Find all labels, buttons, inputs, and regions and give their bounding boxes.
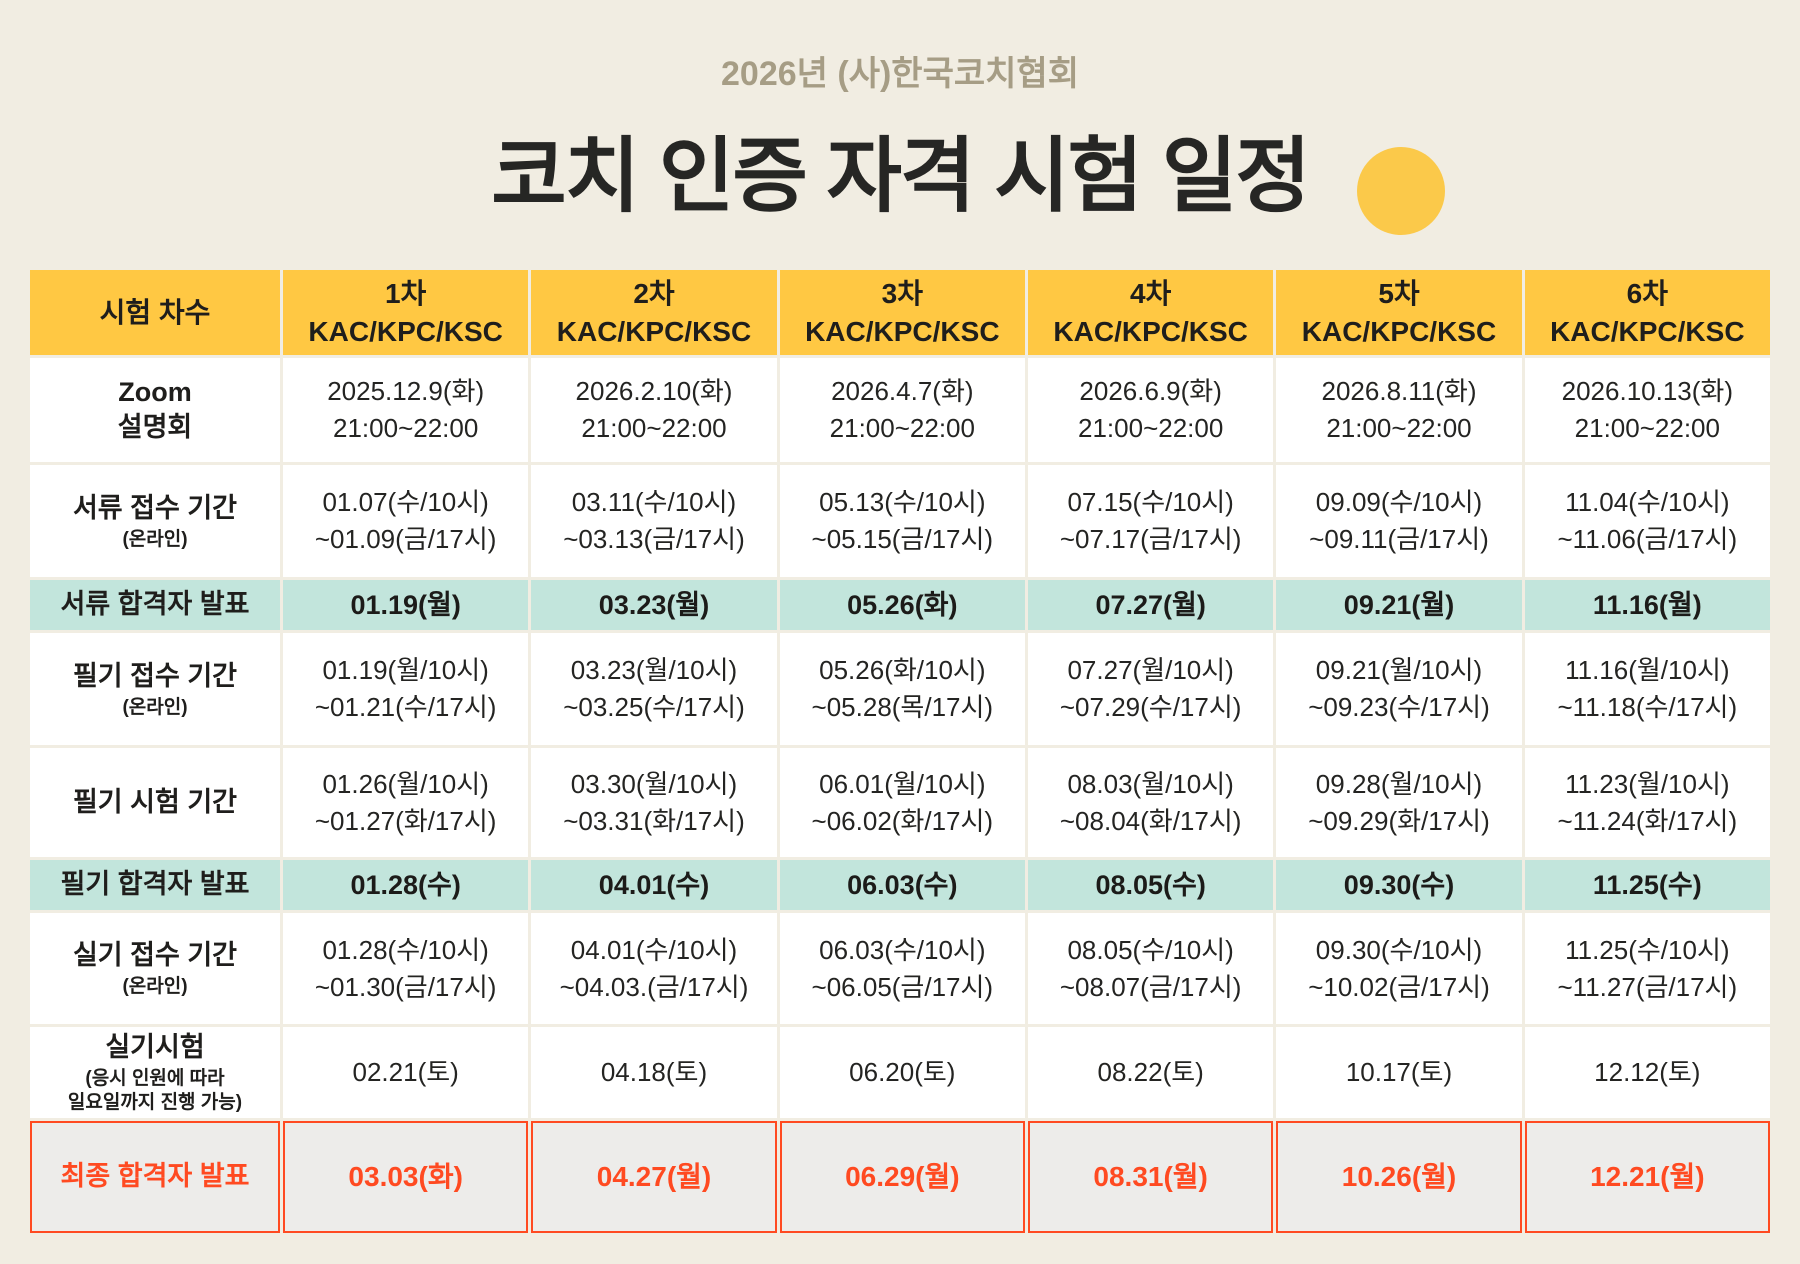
corner-header: 시험 차수: [30, 270, 280, 355]
row-label: 실기시험 (응시 인원에 따라 일요일까지 진행 가능): [30, 1027, 280, 1118]
row-label-subtext: (응시 인원에 따라 일요일까지 진행 가능): [67, 1068, 243, 1114]
schedule-cell-r1-c6: 2026.10.13(화) 21:00~22:00: [1524, 358, 1770, 462]
schedule-cell-r3-c5: 09.21(월): [1276, 580, 1522, 630]
subtitle: 2026년 (사)한국코치협회: [721, 55, 1079, 93]
schedule-cell-r2-c6: 11.04(수/10시) ~11.06(금/17시): [1524, 465, 1770, 577]
schedule-cell-r9-c6: 12.21(월): [1524, 1121, 1770, 1233]
schedule-cell-r3-c2: 03.23(월): [531, 580, 777, 630]
schedule-cell-r7-c2: 04.01(수/10시) ~04.03.(금/17시): [531, 913, 777, 1024]
schedule-cell-r5-c6: 11.23(월/10시) ~11.24(화/17시): [1524, 748, 1770, 857]
schedule-cell-r4-c5: 09.21(월/10시) ~09.23(수/17시): [1276, 633, 1522, 745]
schedule-cell-r8-c5: 10.17(토): [1276, 1027, 1522, 1118]
row-label: 필기 합격자 발표: [30, 860, 280, 910]
row-label-text: 서류 합격자 발표: [60, 589, 250, 620]
schedule-cell-r6-c5: 09.30(수): [1276, 860, 1522, 910]
schedule-cell-r2-c3: 05.13(수/10시) ~05.15(금/17시): [779, 465, 1025, 577]
schedule-cell-r2-c4: 07.15(수/10시) ~07.17(금/17시): [1027, 465, 1274, 577]
schedule-cell-r9-c2: 04.27(월): [531, 1121, 777, 1233]
schedule-cell-r5-c2: 03.30(월/10시) ~03.31(화/17시): [531, 748, 777, 857]
schedule-cell-r6-c2: 04.01(수): [531, 860, 777, 910]
schedule-cell-r9-c1: 03.03(화): [283, 1121, 529, 1233]
schedule-cell-r7-c3: 06.03(수/10시) ~06.05(금/17시): [779, 913, 1025, 1024]
schedule-cell-r2-c1: 01.07(수/10시) ~01.09(금/17시): [283, 465, 529, 577]
row-label: 최종 합격자 발표: [30, 1121, 280, 1233]
column-header-round-3: 3차 KAC/KPC/KSC: [779, 270, 1025, 355]
schedule-cell-r1-c3: 2026.4.7(화) 21:00~22:00: [779, 358, 1025, 462]
schedule-cell-r7-c1: 01.28(수/10시) ~01.30(금/17시): [283, 913, 529, 1024]
schedule-cell-r4-c1: 01.19(월/10시) ~01.21(수/17시): [283, 633, 529, 745]
schedule-cell-r4-c2: 03.23(월/10시) ~03.25(수/17시): [531, 633, 777, 745]
schedule-cell-r9-c5: 10.26(월): [1276, 1121, 1522, 1233]
schedule-cell-r4-c3: 05.26(화/10시) ~05.28(목/17시): [779, 633, 1025, 745]
row-label-text: Zoom 설명회: [117, 376, 193, 442]
schedule-cell-r5-c3: 06.01(월/10시) ~06.02(화/17시): [779, 748, 1025, 857]
schedule-cell-r7-c6: 11.25(수/10시) ~11.27(금/17시): [1524, 913, 1770, 1024]
schedule-cell-r1-c5: 2026.8.11(화) 21:00~22:00: [1276, 358, 1522, 462]
row-label: 필기 시험 기간: [30, 748, 280, 857]
schedule-cell-r3-c3: 05.26(화): [779, 580, 1025, 630]
page-header: 2026년 (사)한국코치협회 코치 인증 자격 시험 일정: [0, 0, 1800, 235]
page-title: 코치 인증 자격 시험 일정: [491, 131, 1311, 222]
schedule-cell-r1-c1: 2025.12.9(화) 21:00~22:00: [283, 358, 529, 462]
schedule-cell-r3-c6: 11.16(월): [1524, 580, 1770, 630]
schedule-cell-r5-c1: 01.26(월/10시) ~01.27(화/17시): [283, 748, 529, 857]
schedule-cell-r8-c6: 12.12(토): [1524, 1027, 1770, 1118]
sun-circle-decoration: [1357, 147, 1445, 235]
column-header-round-2: 2차 KAC/KPC/KSC: [531, 270, 777, 355]
schedule-cell-r4-c4: 07.27(월/10시) ~07.29(수/17시): [1027, 633, 1274, 745]
schedule-cell-r5-c4: 08.03(월/10시) ~08.04(화/17시): [1027, 748, 1274, 857]
row-label-text: 실기 접수 기간: [72, 940, 238, 971]
row-label-subtext: (온라인): [122, 528, 188, 550]
schedule-cell-r8-c2: 04.18(토): [531, 1027, 777, 1118]
schedule-cell-r7-c4: 08.05(수/10시) ~08.07(금/17시): [1027, 913, 1274, 1024]
schedule-cell-r8-c1: 02.21(토): [283, 1027, 529, 1118]
schedule-cell-r9-c3: 06.29(월): [779, 1121, 1025, 1233]
row-label-text: 서류 접수 기간: [72, 492, 238, 523]
row-label: 실기 접수 기간 (온라인): [30, 913, 280, 1024]
schedule-cell-r6-c4: 08.05(수): [1027, 860, 1274, 910]
row-label: 필기 접수 기간 (온라인): [30, 633, 280, 745]
schedule-cell-r9-c4: 08.31(월): [1027, 1121, 1274, 1233]
row-label-text: 최종 합격자 발표: [60, 1161, 250, 1192]
schedule-cell-r6-c1: 01.28(수): [283, 860, 529, 910]
column-header-round-6: 6차 KAC/KPC/KSC: [1524, 270, 1770, 355]
schedule-cell-r3-c4: 07.27(월): [1027, 580, 1274, 630]
column-header-round-5: 5차 KAC/KPC/KSC: [1276, 270, 1522, 355]
schedule-cell-r6-c6: 11.25(수): [1524, 860, 1770, 910]
row-label-subtext: (온라인): [122, 696, 188, 718]
schedule-cell-r7-c5: 09.30(수/10시) ~10.02(금/17시): [1276, 913, 1522, 1024]
row-label-text: 실기시험: [105, 1032, 205, 1063]
schedule-cell-r8-c4: 08.22(토): [1027, 1027, 1274, 1118]
row-label-text: 필기 합격자 발표: [60, 869, 250, 900]
row-label: 서류 합격자 발표: [30, 580, 280, 630]
row-label: Zoom 설명회: [30, 358, 280, 462]
row-label-text: 필기 접수 기간: [72, 660, 238, 691]
column-header-round-4: 4차 KAC/KPC/KSC: [1027, 270, 1274, 355]
schedule-cell-r2-c5: 09.09(수/10시) ~09.11(금/17시): [1276, 465, 1522, 577]
schedule-cell-r6-c3: 06.03(수): [779, 860, 1025, 910]
schedule-cell-r5-c5: 09.28(월/10시) ~09.29(화/17시): [1276, 748, 1522, 857]
row-label-subtext: (온라인): [122, 976, 188, 998]
schedule-cell-r3-c1: 01.19(월): [283, 580, 529, 630]
schedule-cell-r1-c2: 2026.2.10(화) 21:00~22:00: [531, 358, 777, 462]
schedule-cell-r8-c3: 06.20(토): [779, 1027, 1025, 1118]
row-label-text: 필기 시험 기간: [72, 786, 238, 817]
row-label: 서류 접수 기간 (온라인): [30, 465, 280, 577]
schedule-cell-r2-c2: 03.11(수/10시) ~03.13(금/17시): [531, 465, 777, 577]
schedule-cell-r1-c4: 2026.6.9(화) 21:00~22:00: [1027, 358, 1274, 462]
exam-schedule-table: 시험 차수 1차 KAC/KPC/KSC 2차 KAC/KPC/KSC 3차 KAC/…: [30, 270, 1770, 1233]
schedule-cell-r4-c6: 11.16(월/10시) ~11.18(수/17시): [1524, 633, 1770, 745]
column-header-round-1: 1차 KAC/KPC/KSC: [283, 270, 529, 355]
title-wrap: 코치 인증 자격 시험 일정: [0, 109, 1800, 235]
